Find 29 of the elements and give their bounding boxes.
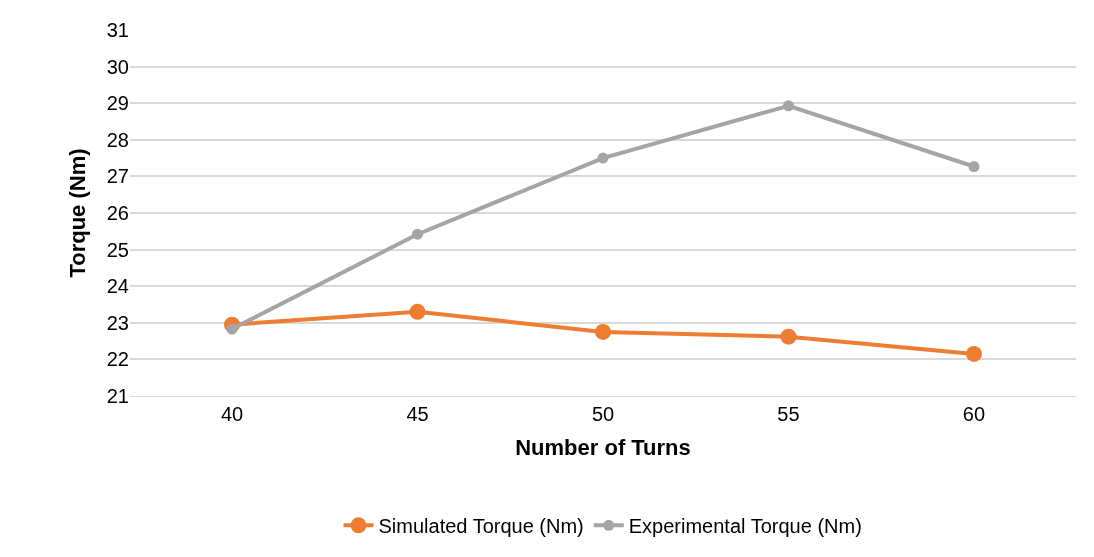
x-tick-label: 50 bbox=[591, 403, 615, 425]
y-tick-label: 23 bbox=[106, 311, 129, 334]
x-tick-label: 55 bbox=[777, 403, 800, 425]
y-axis-title: Torque (Nm) bbox=[64, 148, 90, 278]
point bbox=[412, 228, 424, 240]
point bbox=[595, 323, 611, 340]
y-tick-label: 29 bbox=[106, 92, 129, 115]
y-tick-label: 21 bbox=[106, 385, 129, 407]
y-tick-label: 27 bbox=[106, 165, 129, 188]
point bbox=[968, 161, 980, 173]
y-tick-label: 31 bbox=[106, 19, 129, 41]
x-tick-label: 40 bbox=[220, 403, 244, 425]
point bbox=[597, 152, 609, 164]
x-tick-label: 45 bbox=[406, 403, 429, 425]
y-tick-label: 30 bbox=[106, 55, 129, 78]
point bbox=[965, 345, 982, 362]
legend-label: Experimental Torque (Nm) bbox=[628, 515, 862, 538]
point bbox=[782, 100, 794, 112]
x-tick-label: 60 bbox=[962, 403, 986, 425]
y-tick-label: 25 bbox=[106, 238, 129, 261]
point bbox=[226, 323, 238, 335]
y-tick-label: 26 bbox=[106, 202, 129, 224]
x-axis-title: Number of Turns bbox=[515, 434, 691, 460]
y-tick-label: 24 bbox=[106, 275, 129, 298]
y-tick-label: 28 bbox=[106, 128, 129, 151]
point bbox=[409, 303, 426, 320]
legend-label: Simulated Torque (Nm) bbox=[378, 515, 584, 538]
point bbox=[780, 328, 797, 345]
y-tick-label: 22 bbox=[106, 348, 129, 371]
